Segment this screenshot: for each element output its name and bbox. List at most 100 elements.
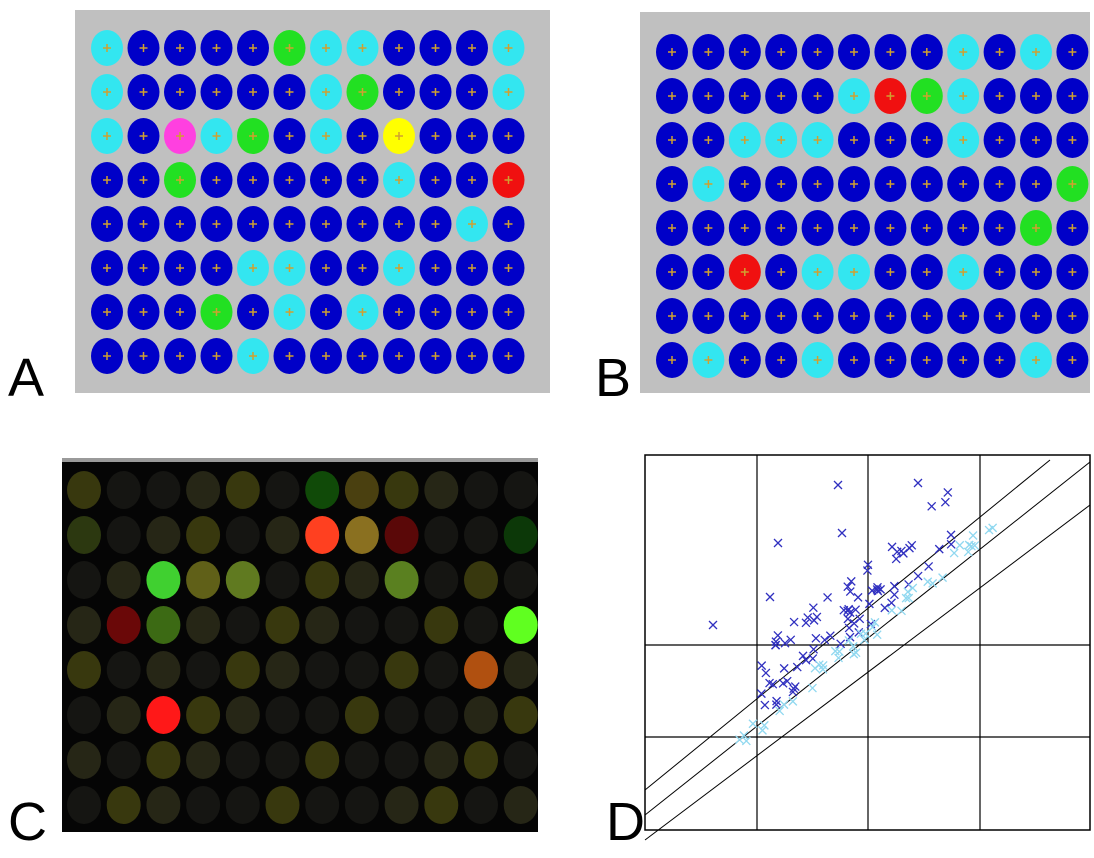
- spot: [464, 696, 498, 734]
- spot: [107, 561, 141, 599]
- spot: [345, 786, 379, 824]
- spot: [504, 786, 538, 824]
- spot: [266, 651, 300, 689]
- spot: [67, 786, 101, 824]
- spot: [226, 471, 260, 509]
- spot: [424, 471, 458, 509]
- spot: [226, 786, 260, 824]
- spot: [226, 606, 260, 644]
- spot: [385, 516, 419, 554]
- spot: [305, 696, 339, 734]
- spot: [385, 696, 419, 734]
- spot: [266, 471, 300, 509]
- spot: [266, 786, 300, 824]
- spot: [107, 651, 141, 689]
- spot: [67, 741, 101, 779]
- spot: [464, 786, 498, 824]
- spot: [464, 516, 498, 554]
- spot: [464, 651, 498, 689]
- spot: [266, 606, 300, 644]
- spot: [146, 651, 180, 689]
- spot: [504, 561, 538, 599]
- spot: [186, 786, 220, 824]
- spot: [424, 561, 458, 599]
- spot: [186, 516, 220, 554]
- spot: [464, 741, 498, 779]
- spot: [464, 471, 498, 509]
- spot: [385, 651, 419, 689]
- spot: [345, 606, 379, 644]
- spot: [107, 606, 141, 644]
- spot: [266, 561, 300, 599]
- spot: [107, 696, 141, 734]
- spot: [146, 786, 180, 824]
- spot: [226, 561, 260, 599]
- spot: [464, 561, 498, 599]
- spot: [146, 741, 180, 779]
- spot: [305, 606, 339, 644]
- spot: [67, 516, 101, 554]
- spot: [67, 561, 101, 599]
- spot: [345, 696, 379, 734]
- spot: [305, 561, 339, 599]
- panel-label: B: [595, 348, 631, 408]
- spot: [345, 741, 379, 779]
- spot: [345, 561, 379, 599]
- spot: [67, 651, 101, 689]
- spot: [186, 606, 220, 644]
- spot: [424, 786, 458, 824]
- spot: [464, 606, 498, 644]
- spot: [186, 741, 220, 779]
- panel-label: C: [8, 792, 47, 852]
- spot: [146, 696, 180, 734]
- spot: [305, 741, 339, 779]
- panel-c-bg: [62, 460, 538, 832]
- panel-label: A: [8, 348, 44, 408]
- spot: [67, 606, 101, 644]
- spot: [305, 651, 339, 689]
- spot: [266, 741, 300, 779]
- spot: [266, 696, 300, 734]
- panel-c-edge: [62, 458, 538, 462]
- spot: [345, 471, 379, 509]
- spot: [504, 741, 538, 779]
- spot: [305, 471, 339, 509]
- spot: [226, 651, 260, 689]
- spot: [186, 651, 220, 689]
- spot: [424, 606, 458, 644]
- spot: [146, 606, 180, 644]
- spot: [146, 561, 180, 599]
- spot: [504, 516, 538, 554]
- spot: [345, 516, 379, 554]
- spot: [146, 516, 180, 554]
- figure: A B C D: [0, 0, 1094, 858]
- spot: [424, 696, 458, 734]
- spot: [345, 651, 379, 689]
- spot: [226, 696, 260, 734]
- spot: [67, 696, 101, 734]
- panel-a-bg: [75, 10, 550, 393]
- spot: [107, 516, 141, 554]
- spot: [385, 606, 419, 644]
- spot: [107, 786, 141, 824]
- spot: [504, 606, 538, 644]
- spot: [226, 741, 260, 779]
- spot: [424, 651, 458, 689]
- spot: [146, 471, 180, 509]
- spot: [385, 471, 419, 509]
- spot: [385, 786, 419, 824]
- spot: [504, 696, 538, 734]
- spot: [266, 516, 300, 554]
- spot: [107, 471, 141, 509]
- spot: [385, 561, 419, 599]
- spot: [504, 651, 538, 689]
- spot: [424, 741, 458, 779]
- spot: [186, 471, 220, 509]
- spot: [385, 741, 419, 779]
- spot: [305, 786, 339, 824]
- spot: [226, 516, 260, 554]
- spot: [305, 516, 339, 554]
- spot: [186, 561, 220, 599]
- panel-label: D: [606, 792, 645, 852]
- spot: [67, 471, 101, 509]
